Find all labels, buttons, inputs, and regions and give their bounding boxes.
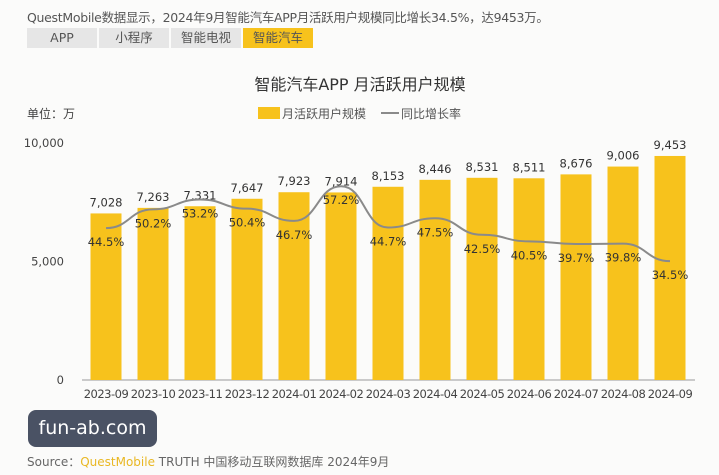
bar-value-label: 7,331 <box>184 188 217 202</box>
bar-value-label: 8,531 <box>466 160 499 174</box>
growth-rate-line <box>105 185 671 263</box>
x-tick-label: 2024-05 <box>460 387 505 401</box>
growth-rate-label: 57.2% <box>323 193 360 207</box>
bar-value-label: 7,647 <box>231 181 264 195</box>
y-tick-label: 0 <box>57 373 64 387</box>
bar-value-label: 7,923 <box>278 174 311 188</box>
bar <box>231 198 263 380</box>
bar <box>607 166 639 380</box>
x-tick-label: 2024-08 <box>601 387 646 401</box>
bar-value-label: 7,263 <box>137 190 170 204</box>
x-tick-label: 2024-02 <box>319 387 364 401</box>
x-tick-label: 2024-01 <box>272 387 317 401</box>
tab-app[interactable]: APP <box>27 28 97 48</box>
x-tick-label: 2024-07 <box>554 387 599 401</box>
growth-rate-label: 47.5% <box>417 225 454 239</box>
x-tick-label: 2023-09 <box>84 387 129 401</box>
source-brand: QuestMobile <box>80 455 155 469</box>
bar-value-label: 8,676 <box>560 156 593 170</box>
bar <box>560 174 592 380</box>
growth-rate-label: 39.8% <box>605 251 642 265</box>
bar <box>372 186 404 380</box>
bar <box>184 206 216 380</box>
source-rest: TRUTH 中国移动互联网数据库 2024年9月 <box>154 455 390 469</box>
bar <box>419 179 451 380</box>
bar-value-label: 7,028 <box>90 195 123 209</box>
x-tick-label: 2023-11 <box>178 387 223 401</box>
bar-value-label: 8,446 <box>419 162 452 176</box>
source-prefix: Source： <box>27 455 81 469</box>
x-tick-label: 2023-12 <box>225 387 270 401</box>
bar-value-label: 7,914 <box>325 174 358 188</box>
source-note: Source：QuestMobile TRUTH 中国移动互联网数据库 2024… <box>27 453 389 470</box>
legend-bar-swatch <box>258 107 280 119</box>
chart-title: 智能汽车APP 月活跃用户规模 <box>254 75 465 94</box>
y-tick-label: 10,000 <box>24 136 64 150</box>
growth-rate-label: 40.5% <box>511 248 548 262</box>
bar <box>90 213 122 380</box>
tab-mini-program[interactable]: 小程序 <box>99 28 169 48</box>
bar <box>466 177 498 380</box>
bar-value-label: 8,153 <box>372 169 405 183</box>
growth-rate-label: 53.2% <box>182 206 219 220</box>
category-tabs: APP 小程序 智能电视 智能汽车 <box>27 28 313 48</box>
x-tick-label: 2024-04 <box>413 387 458 401</box>
growth-rate-label: 44.7% <box>370 234 407 248</box>
unit-label: 单位：万 <box>27 106 75 121</box>
tab-smart-car[interactable]: 智能汽车 <box>243 28 313 48</box>
y-tick-label: 5,000 <box>31 255 64 269</box>
watermark: fun-ab.com <box>28 410 157 447</box>
bar <box>654 155 686 380</box>
x-tick-label: 2024-06 <box>507 387 552 401</box>
bar <box>278 192 310 380</box>
x-tick-label: 2024-03 <box>366 387 411 401</box>
growth-rate-label: 46.7% <box>276 228 313 242</box>
growth-rate-label: 34.5% <box>652 268 689 282</box>
headline: QuestMobile数据显示，2024年9月智能汽车APP月活跃用户规模同比增… <box>27 10 549 25</box>
tab-smart-tv[interactable]: 智能电视 <box>171 28 241 48</box>
legend-bar-label: 月活跃用户规模 <box>282 106 366 121</box>
bar-value-label: 9,006 <box>607 149 640 163</box>
bar-value-label: 9,453 <box>654 138 687 152</box>
bar <box>137 207 169 380</box>
bar-value-label: 8,511 <box>513 160 546 174</box>
x-tick-label: 2024-09 <box>648 387 693 401</box>
growth-rate-label: 39.7% <box>558 251 595 265</box>
bar <box>513 178 545 380</box>
growth-rate-label: 50.4% <box>229 216 266 230</box>
legend-line-label: 同比增长率 <box>401 106 461 121</box>
x-tick-label: 2023-10 <box>131 387 176 401</box>
bar <box>325 192 357 380</box>
growth-rate-label: 42.5% <box>464 242 501 256</box>
growth-rate-label: 50.2% <box>135 216 172 230</box>
growth-rate-label: 44.5% <box>88 235 125 249</box>
